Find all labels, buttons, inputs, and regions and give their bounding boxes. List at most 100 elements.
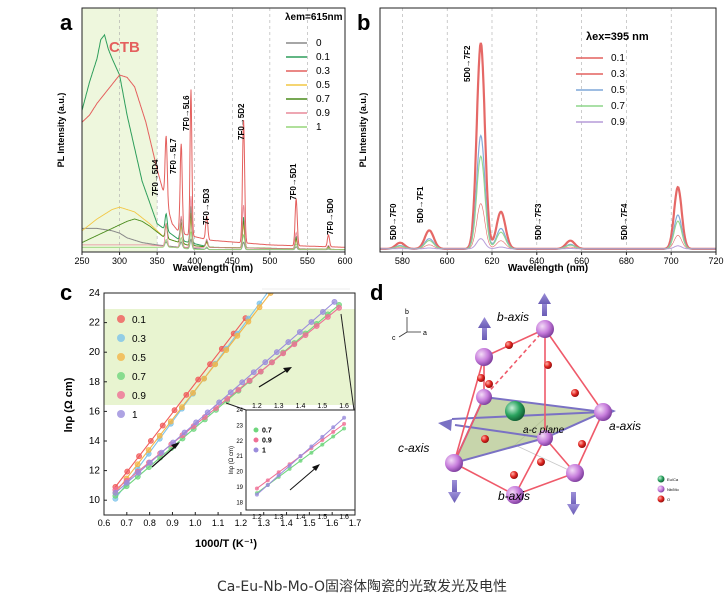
- figure-caption: Ca-Eu-Nb-Mo-O固溶体陶瓷的光致发光及电性: [217, 579, 507, 595]
- panel-b-frame: [379, 7, 717, 253]
- atom-nbmo: [475, 348, 493, 366]
- transition-label: 7F0→5L7: [169, 138, 178, 174]
- x-tick-label: 1.0: [189, 518, 202, 528]
- b-axis-arrow-top-head: [538, 293, 551, 304]
- legend-label-0.9: 0.9: [132, 391, 146, 402]
- legend-o-label: O: [667, 497, 670, 502]
- inset-legend: 0.7 0.9 1: [253, 427, 272, 455]
- legend-label-0: 0: [316, 38, 322, 49]
- series-line-0.9: [380, 238, 716, 250]
- panel-a-legend-title: λem=615nm: [285, 12, 343, 23]
- data-point-0.1: [136, 453, 142, 460]
- data-point-0.1: [159, 422, 166, 429]
- orient-a-label: a: [423, 330, 427, 337]
- legend-marker-0.5: [117, 353, 125, 361]
- data-point-0.5: [145, 447, 152, 453]
- legend-label-0.3: 0.3: [316, 66, 330, 77]
- inset-point-1: [309, 444, 314, 449]
- inset-point-0.9: [276, 470, 281, 475]
- transition-label: 7F0→5D4: [151, 159, 160, 196]
- inset-point-1: [276, 473, 281, 478]
- panel-b-grid: [402, 8, 717, 252]
- cell-edges: [453, 328, 604, 496]
- x-tick-label: 600: [440, 256, 455, 266]
- panel-b-xlabel: Wavelength (nm): [508, 263, 588, 274]
- panel-d-crystal: d b a c: [370, 280, 680, 515]
- inset-legend-label-1: 1: [262, 448, 266, 455]
- transition-label: 5D0→7F0: [389, 203, 398, 240]
- transition-label: 7F0→5D3: [202, 188, 211, 225]
- legend-label-0.5: 0.5: [132, 353, 146, 364]
- data-point-0.1: [195, 376, 202, 383]
- b-axis-arrow-bottom-left-head: [448, 492, 461, 503]
- c-axis-label: c-axis: [398, 441, 429, 455]
- data-point-0.5: [179, 404, 185, 411]
- legend-label-1: 1: [132, 410, 138, 421]
- b-axis-arrow-bottom-right-head: [567, 504, 580, 515]
- plane-label: a-c plane: [523, 425, 565, 436]
- data-point-0.1: [124, 468, 131, 475]
- data-point-1: [320, 309, 326, 315]
- legend-euca-label: Eu/Ca: [667, 477, 679, 482]
- panel-a-xlabel: Wavelength (nm): [173, 263, 253, 274]
- legend-label-1: 1: [316, 122, 322, 133]
- data-point-1: [193, 419, 200, 426]
- panel-c-ticks: 0.6 0.7 0.8 0.9 1.0 1.1 1.2 1.3 1.4 1.5 1.6 1.71012…: [89, 288, 361, 528]
- legend-label-0.3: 0.3: [611, 69, 625, 80]
- y-tick-label: 10: [89, 495, 101, 506]
- y-tick-label: 16: [89, 406, 101, 417]
- x-tick-label: 1.5: [303, 518, 316, 528]
- ctb-label: CTB: [109, 39, 140, 56]
- orientation-triad: b a c: [392, 309, 427, 342]
- x-tick-label: 1.1: [212, 518, 225, 528]
- panel-a-spectrum: 250 300 350 400 450 500 550 600 7F0→5D47F0→5L77…: [56, 7, 353, 274]
- y-tick-label: 18: [89, 377, 101, 388]
- inset-point-1: [331, 425, 336, 430]
- data-point-0.9: [246, 377, 253, 384]
- c-axis-head: [438, 419, 452, 431]
- panel-c-resistivity: 0.6 0.7 0.8 0.9 1.0 1.1 1.2 1.3 1.4 1.5 1.6 1.71012…: [60, 280, 361, 550]
- x-tick-label: 720: [708, 256, 723, 266]
- panel-a-grid: [119, 8, 308, 252]
- data-point-0.5: [156, 432, 163, 439]
- x-tick-label: 1.6: [326, 518, 339, 528]
- inset-point-1: [254, 492, 259, 497]
- y-tick-label: 14: [89, 436, 101, 447]
- legend-label-0.1: 0.1: [316, 52, 330, 63]
- atom-nbmo: [536, 320, 554, 338]
- transition-label: 7F0→5L6: [182, 95, 191, 131]
- inset-legend-label-0.9: 0.9: [262, 438, 272, 445]
- x-tick-label: 550: [300, 256, 315, 266]
- transition-label: 5D0→7F4: [620, 203, 629, 240]
- inset-y-tick-label: 20: [236, 470, 243, 476]
- legend-label-0.7: 0.7: [611, 101, 625, 112]
- data-point-1: [158, 449, 165, 456]
- panel-c-xlabel: 1000/T (K⁻¹): [195, 538, 257, 550]
- data-point-1: [250, 369, 257, 376]
- x-tick-label: 620: [484, 256, 499, 266]
- data-point-1: [331, 298, 338, 305]
- series-line-0.3: [82, 74, 345, 248]
- data-point-1: [204, 409, 211, 416]
- zoom-connector-left: [225, 402, 247, 411]
- transition-label: 5D0→7F2: [463, 45, 472, 82]
- zoom-connector-right: [340, 313, 355, 411]
- data-point-0.5: [223, 347, 230, 353]
- inset-y-tick-label: 23: [236, 423, 243, 429]
- inset-point-0.9: [331, 429, 336, 434]
- data-point-0.5: [167, 418, 174, 425]
- legend-label-0.7: 0.7: [316, 94, 330, 105]
- inset-point-1: [342, 415, 347, 420]
- data-point-0.5: [190, 389, 196, 396]
- x-tick-label: 0.7: [121, 518, 134, 528]
- atom-nbmo: [566, 464, 584, 482]
- panel-a-series: [82, 33, 345, 251]
- b-axis-arrow-left-head: [478, 317, 491, 328]
- inset-point-0.7: [342, 426, 347, 431]
- atom-o: [544, 361, 552, 369]
- panel-c-frame: [103, 292, 356, 516]
- panel-a-ylabel: PL Intensity (a.u.): [56, 93, 66, 168]
- panel-b-transition-labels: 5D0→7F0 5D0→7F1 5D0→7F2 5D0→7F3 5D0→7F4: [389, 45, 629, 240]
- data-point-0.5: [201, 375, 207, 382]
- a-axis-label: a-axis: [609, 419, 641, 433]
